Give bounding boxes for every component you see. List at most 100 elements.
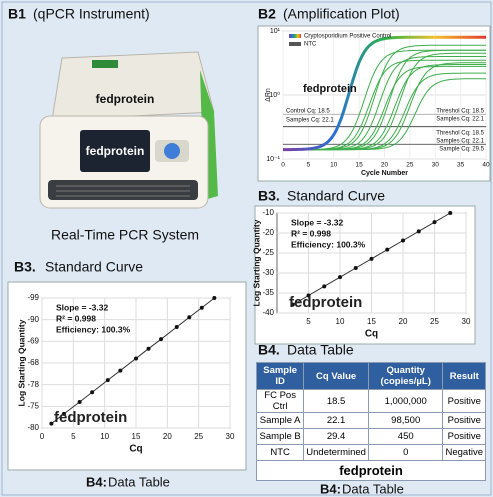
x-tick-label: 20 — [381, 162, 389, 169]
legend-label: NTC — [304, 42, 317, 48]
x-tick-label: 30 — [226, 432, 235, 441]
annotation: Efficiency: 100.3% — [291, 239, 366, 249]
x-tick-label: 10 — [336, 317, 345, 326]
annotation: Samples Cq: 22.1 — [436, 139, 484, 145]
table-cell: 450 — [367, 428, 444, 445]
instrument-brand: fedprotein — [96, 92, 155, 106]
data-point — [448, 211, 453, 215]
table-row: FC Pos Ctrl 18.5 1,000,000 Positive — [255, 389, 486, 413]
data-point — [77, 400, 82, 404]
b3-left-box — [7, 281, 247, 471]
annotation: R² = 0.998 — [56, 313, 96, 323]
b4-left-id: B4: — [86, 474, 107, 489]
data-point — [199, 305, 204, 310]
y-tick-label: -90 — [27, 315, 39, 324]
y-tick-label: -68 — [27, 358, 39, 367]
x-tick-label: 0 — [281, 162, 285, 169]
data-point — [322, 284, 327, 289]
x-axis-label: Cycle Number — [361, 170, 408, 177]
data-point — [187, 315, 192, 320]
data-point — [369, 256, 374, 261]
x-tick-label: 10 — [330, 162, 338, 169]
legend-label: Cryptosporidium Positive Control — [304, 34, 391, 40]
data-point — [416, 229, 421, 234]
amplification-curve — [283, 78, 486, 151]
b3-left-heading: Standard Curve — [45, 259, 143, 275]
y-tick-label: 10⁰ — [269, 91, 280, 99]
x-tick-label: 25 — [430, 317, 439, 326]
x-tick-label: 20 — [163, 432, 172, 441]
annotation: Sample Cq: 29.5 — [439, 147, 484, 153]
x-tick-label: 15 — [356, 162, 364, 169]
x-tick-label: 30 — [462, 317, 471, 326]
b3-right-box — [254, 205, 476, 345]
data-point — [385, 247, 390, 252]
b2-id: B2 — [258, 6, 276, 22]
x-axis-label: Cq — [129, 444, 142, 455]
watermark: fedprotein — [289, 294, 362, 311]
table-cell: 0 — [367, 444, 444, 461]
y-tick-label: -78 — [27, 380, 39, 389]
data-point — [159, 337, 164, 342]
table-cell: fedprotein — [256, 460, 486, 481]
y-tick-label: -10 — [262, 208, 274, 217]
annotation: Slope = -3.32 — [56, 302, 108, 312]
b4-id: B4. — [258, 342, 280, 358]
b4-caption: Data Table — [342, 481, 404, 496]
annotation: Slope = -3.32 — [291, 217, 343, 227]
b2-heading: (Amplification Plot) — [283, 6, 400, 22]
y-tick-label: -75 — [27, 401, 39, 410]
y-tick-label: -35 — [262, 288, 274, 297]
table-cell: Positive — [442, 412, 486, 429]
annotation: Samples Cq: 22.1 — [436, 117, 484, 123]
table-row: NTC Undetermined 0 Negative — [255, 444, 486, 461]
data-point — [90, 390, 95, 395]
data-point — [174, 325, 179, 330]
y-tick-label: -99 — [27, 293, 39, 302]
data-point — [118, 368, 123, 373]
table-cell: Sample B — [255, 428, 305, 445]
data-point — [61, 411, 66, 416]
data-point — [401, 238, 405, 243]
y-tick-label: -25 — [262, 248, 274, 257]
x-tick-label: 35 — [457, 162, 465, 169]
table-cell: Undetermined — [303, 444, 369, 461]
x-tick-label: 5 — [306, 317, 311, 326]
table-row: Sample ID Cq Value Quantity (copies/µL) Res… — [255, 362, 486, 390]
annotation: R² = 0.998 — [291, 228, 331, 238]
data-table: Sample ID Cq Value Quantity (copies/µL) Res… — [255, 362, 486, 481]
table-cell: 22.1 — [303, 412, 369, 429]
y-axis-label: Log Starting Quantity — [251, 219, 261, 306]
watermark: fedprotein — [303, 83, 357, 95]
table-cell: 1,000,000 — [367, 389, 444, 413]
data-point — [49, 421, 54, 426]
annotation: Samples Cq: 22.1 — [286, 118, 334, 124]
annotation: Threshol Cq: 18.5 — [436, 109, 484, 115]
x-axis-label: Cq — [365, 329, 378, 340]
b2-box — [257, 25, 491, 182]
x-tick-label: 40 — [482, 162, 490, 169]
y-axis-label: ΔRn — [265, 88, 272, 102]
data-point — [306, 293, 311, 298]
table-cell: Positive — [442, 389, 486, 413]
b1-caption: Real-Time PCR System — [51, 227, 199, 243]
x-tick-label: 25 — [194, 432, 203, 441]
table-cell: Cq Value — [303, 362, 369, 390]
data-point — [134, 356, 138, 361]
watermark: fedprotein — [54, 409, 127, 426]
x-tick-label: 5 — [307, 162, 311, 169]
data-point — [353, 266, 358, 270]
table-cell: Result — [442, 362, 486, 390]
screen-brand: fedprotein — [86, 144, 145, 158]
b4-left-caption: Data Table — [108, 474, 170, 489]
table-cell: Negative — [442, 444, 486, 461]
x-tick-label: 0 — [40, 432, 45, 441]
data-point — [146, 346, 151, 351]
instrument — [39, 51, 218, 209]
table-cell: Sample ID — [255, 362, 305, 390]
b4-caption-id: B4: — [320, 481, 341, 496]
data-point — [212, 296, 217, 300]
